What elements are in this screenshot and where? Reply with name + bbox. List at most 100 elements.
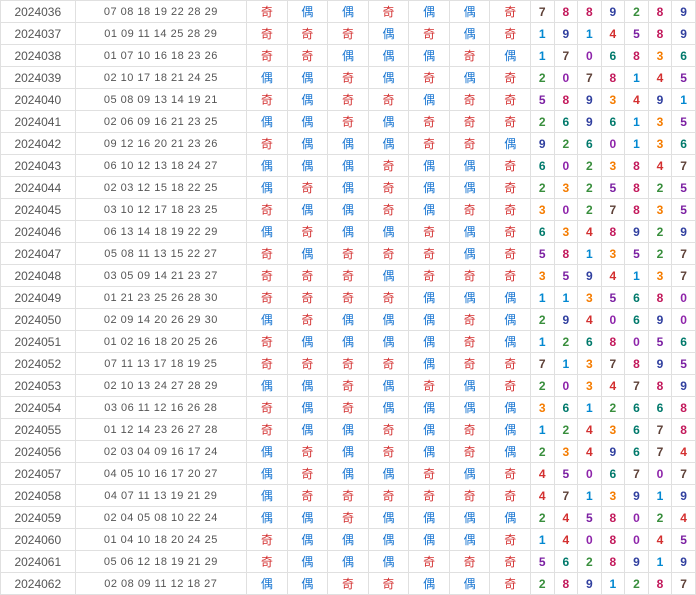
digit-cell: 4 bbox=[554, 507, 578, 529]
odd-cell: 奇 bbox=[490, 111, 531, 133]
even-cell: 偶 bbox=[247, 485, 288, 507]
digit-cell: 2 bbox=[601, 397, 625, 419]
odd-cell: 奇 bbox=[328, 507, 369, 529]
even-cell: 偶 bbox=[449, 397, 490, 419]
odd-cell: 奇 bbox=[247, 243, 288, 265]
even-cell: 偶 bbox=[328, 1, 369, 23]
even-cell: 偶 bbox=[368, 133, 409, 155]
digit-cell: 0 bbox=[554, 67, 578, 89]
even-cell: 偶 bbox=[409, 441, 450, 463]
odd-cell: 奇 bbox=[328, 287, 369, 309]
even-cell: 偶 bbox=[368, 309, 409, 331]
draw-numbers: 02 09 14 20 26 29 30 bbox=[75, 309, 246, 331]
issue-id: 2024046 bbox=[1, 221, 76, 243]
issue-id: 2024048 bbox=[1, 265, 76, 287]
odd-cell: 奇 bbox=[247, 419, 288, 441]
draw-numbers: 02 03 04 09 16 17 24 bbox=[75, 441, 246, 463]
digit-cell: 7 bbox=[648, 441, 672, 463]
even-cell: 偶 bbox=[449, 529, 490, 551]
even-cell: 偶 bbox=[287, 155, 328, 177]
even-cell: 偶 bbox=[490, 309, 531, 331]
digit-cell: 6 bbox=[578, 133, 602, 155]
digit-cell: 8 bbox=[601, 529, 625, 551]
digit-cell: 6 bbox=[601, 463, 625, 485]
draw-numbers: 06 13 14 18 19 22 29 bbox=[75, 221, 246, 243]
issue-id: 2024041 bbox=[1, 111, 76, 133]
even-cell: 偶 bbox=[247, 463, 288, 485]
digit-cell: 8 bbox=[554, 1, 578, 23]
digit-cell: 9 bbox=[625, 551, 649, 573]
digit-cell: 1 bbox=[625, 265, 649, 287]
digit-cell: 0 bbox=[625, 331, 649, 353]
digit-cell: 5 bbox=[578, 507, 602, 529]
even-cell: 偶 bbox=[247, 67, 288, 89]
even-cell: 偶 bbox=[287, 199, 328, 221]
digit-cell: 9 bbox=[554, 23, 578, 45]
digit-cell: 6 bbox=[601, 111, 625, 133]
digit-cell: 3 bbox=[554, 177, 578, 199]
even-cell: 偶 bbox=[409, 419, 450, 441]
digit-cell: 7 bbox=[530, 353, 554, 375]
odd-cell: 奇 bbox=[409, 111, 450, 133]
issue-id: 2024051 bbox=[1, 331, 76, 353]
digit-cell: 4 bbox=[578, 309, 602, 331]
odd-cell: 奇 bbox=[328, 89, 369, 111]
draw-numbers: 04 07 11 13 19 21 29 bbox=[75, 485, 246, 507]
issue-id: 2024059 bbox=[1, 507, 76, 529]
even-cell: 偶 bbox=[287, 111, 328, 133]
digit-cell: 6 bbox=[672, 45, 696, 67]
draw-numbers: 03 05 09 14 21 23 27 bbox=[75, 265, 246, 287]
digit-cell: 8 bbox=[625, 353, 649, 375]
table-row: 202403701 09 11 14 25 28 29奇奇奇偶奇偶奇191458… bbox=[1, 23, 696, 45]
odd-cell: 奇 bbox=[409, 67, 450, 89]
digit-cell: 3 bbox=[648, 265, 672, 287]
table-row: 202404402 03 12 15 18 22 25偶奇偶奇偶偶奇232582… bbox=[1, 177, 696, 199]
even-cell: 偶 bbox=[328, 331, 369, 353]
digit-cell: 2 bbox=[578, 551, 602, 573]
digit-cell: 5 bbox=[672, 199, 696, 221]
digit-cell: 4 bbox=[578, 441, 602, 463]
digit-cell: 5 bbox=[672, 111, 696, 133]
digit-cell: 1 bbox=[648, 485, 672, 507]
digit-cell: 1 bbox=[530, 419, 554, 441]
even-cell: 偶 bbox=[287, 419, 328, 441]
digit-cell: 4 bbox=[578, 419, 602, 441]
even-cell: 偶 bbox=[368, 111, 409, 133]
digit-cell: 5 bbox=[672, 177, 696, 199]
table-row: 202406001 04 10 18 20 24 25奇偶偶偶偶偶奇140804… bbox=[1, 529, 696, 551]
issue-id: 2024038 bbox=[1, 45, 76, 67]
draw-numbers: 02 03 12 15 18 22 25 bbox=[75, 177, 246, 199]
even-cell: 偶 bbox=[409, 155, 450, 177]
even-cell: 偶 bbox=[409, 45, 450, 67]
table-row: 202405101 02 16 18 20 25 26奇偶偶偶偶奇偶126805… bbox=[1, 331, 696, 353]
draw-numbers: 02 10 13 24 27 28 29 bbox=[75, 375, 246, 397]
odd-cell: 奇 bbox=[490, 221, 531, 243]
digit-cell: 2 bbox=[530, 441, 554, 463]
digit-cell: 6 bbox=[648, 397, 672, 419]
odd-cell: 奇 bbox=[368, 419, 409, 441]
odd-cell: 奇 bbox=[409, 375, 450, 397]
digit-cell: 6 bbox=[601, 45, 625, 67]
odd-cell: 奇 bbox=[247, 353, 288, 375]
digit-cell: 3 bbox=[554, 441, 578, 463]
table-row: 202406105 06 12 18 19 21 29奇偶偶偶奇奇奇562891… bbox=[1, 551, 696, 573]
digit-cell: 2 bbox=[578, 177, 602, 199]
odd-cell: 奇 bbox=[490, 463, 531, 485]
even-cell: 偶 bbox=[328, 177, 369, 199]
odd-cell: 奇 bbox=[449, 199, 490, 221]
table-row: 202404803 05 09 14 21 23 27奇奇奇偶奇奇奇359413… bbox=[1, 265, 696, 287]
issue-id: 2024037 bbox=[1, 23, 76, 45]
odd-cell: 奇 bbox=[368, 441, 409, 463]
digit-cell: 3 bbox=[601, 89, 625, 111]
odd-cell: 奇 bbox=[247, 551, 288, 573]
digit-cell: 7 bbox=[625, 463, 649, 485]
digit-cell: 6 bbox=[625, 397, 649, 419]
draw-numbers: 03 06 11 12 16 26 28 bbox=[75, 397, 246, 419]
table-row: 202403607 08 18 19 22 28 29奇偶偶奇偶偶奇788928… bbox=[1, 1, 696, 23]
table-row: 202404102 06 09 16 21 23 25偶偶奇偶奇奇奇269613… bbox=[1, 111, 696, 133]
digit-cell: 9 bbox=[648, 89, 672, 111]
digit-cell: 6 bbox=[554, 551, 578, 573]
even-cell: 偶 bbox=[287, 67, 328, 89]
digit-cell: 2 bbox=[530, 111, 554, 133]
odd-cell: 奇 bbox=[368, 177, 409, 199]
